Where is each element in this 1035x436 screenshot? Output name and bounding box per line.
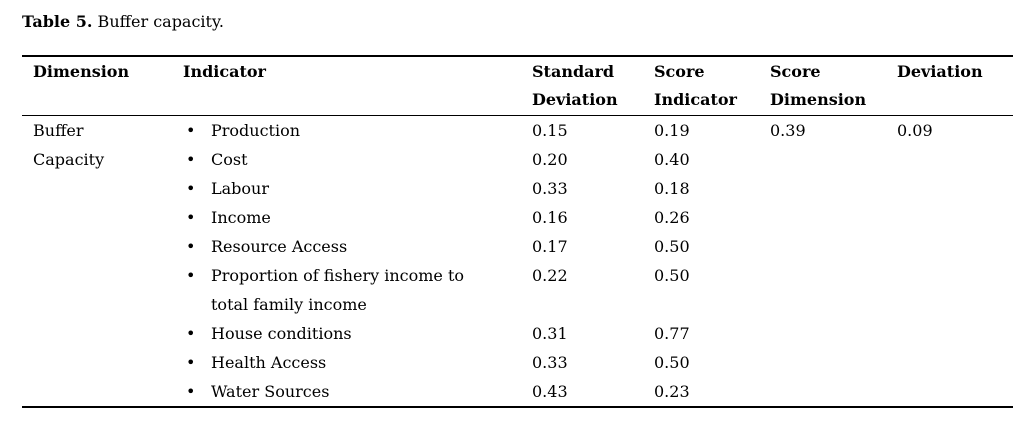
indicator-cell: • House conditions bbox=[182, 319, 530, 348]
score-dimension-cell: 0.39 bbox=[770, 121, 806, 140]
col-header-deviation: Deviation bbox=[895, 56, 1013, 116]
table-row: Buffer Capacity • Production 0.15 0.19 0.… bbox=[22, 116, 1013, 169]
score-indicator-cell: 0.50 bbox=[654, 237, 690, 256]
table-row: • Proportion of fishery income to total f… bbox=[22, 261, 1013, 319]
score-dimension-cell bbox=[768, 261, 895, 319]
indicator-cell: • Cost bbox=[182, 145, 530, 174]
table-caption: Table 5. Buffer capacity. bbox=[22, 11, 224, 33]
score-dimension-cell bbox=[768, 203, 895, 232]
indicator-label: Income bbox=[211, 208, 271, 227]
score-indicator-cell: 0.40 bbox=[654, 150, 690, 169]
score-indicator-cell: 0.50 bbox=[654, 266, 690, 285]
standard-deviation-cell: 0.17 bbox=[532, 237, 568, 256]
col-header-score-indicator: Score Indicator bbox=[652, 56, 768, 116]
indicator-label: Health Access bbox=[211, 353, 327, 372]
score-indicator-cell: 0.26 bbox=[654, 208, 690, 227]
deviation-cell bbox=[895, 145, 1013, 174]
deviation-cell bbox=[895, 174, 1013, 203]
score-dimension-cell bbox=[768, 232, 895, 261]
indicator-cell: • Water Sources bbox=[182, 377, 530, 407]
indicator-cell: • Proportion of fishery income to total f… bbox=[182, 261, 530, 319]
standard-deviation-cell: 0.15 bbox=[532, 121, 568, 140]
score-dimension-cell bbox=[768, 348, 895, 377]
standard-deviation-cell: 0.22 bbox=[532, 266, 568, 285]
deviation-cell bbox=[895, 232, 1013, 261]
table-row: • Cost 0.20 0.40 bbox=[22, 145, 1013, 174]
bullet-icon: • bbox=[186, 179, 196, 198]
table-header: Dimension Indicator Standard Deviation S… bbox=[22, 56, 1013, 116]
bullet-icon: • bbox=[186, 237, 196, 256]
col-header-score-dimension: Score Dimension bbox=[768, 56, 895, 116]
table-body: Buffer Capacity • Production 0.15 0.19 0.… bbox=[22, 116, 1013, 408]
bullet-icon: • bbox=[186, 382, 196, 401]
table-row: • Water Sources 0.43 0.23 bbox=[22, 377, 1013, 407]
table-row: • House conditions 0.31 0.77 bbox=[22, 319, 1013, 348]
table-caption-text: Buffer capacity. bbox=[92, 12, 224, 31]
buffer-capacity-table: Dimension Indicator Standard Deviation S… bbox=[22, 55, 1013, 408]
indicator-label: Cost bbox=[211, 150, 248, 169]
deviation-cell bbox=[895, 319, 1013, 348]
score-indicator-cell: 0.50 bbox=[654, 353, 690, 372]
dimension-value: Buffer Capacity bbox=[33, 121, 105, 169]
col-header-standard-deviation: Standard Deviation bbox=[530, 56, 652, 116]
indicator-cell: • Income bbox=[182, 203, 530, 232]
standard-deviation-cell: 0.33 bbox=[532, 353, 568, 372]
indicator-cell: • Production bbox=[182, 116, 530, 146]
bullet-icon: • bbox=[186, 121, 196, 140]
bullet-icon: • bbox=[186, 353, 196, 372]
indicator-label: Labour bbox=[211, 179, 269, 198]
indicator-label: House conditions bbox=[211, 324, 352, 343]
bullet-icon: • bbox=[186, 208, 196, 227]
score-dimension-cell bbox=[768, 319, 895, 348]
deviation-cell bbox=[895, 203, 1013, 232]
score-dimension-cell bbox=[768, 145, 895, 174]
table-row: • Resource Access 0.17 0.50 bbox=[22, 232, 1013, 261]
table-row: • Labour 0.33 0.18 bbox=[22, 174, 1013, 203]
bullet-icon: • bbox=[186, 324, 196, 343]
indicator-cell: • Resource Access bbox=[182, 232, 530, 261]
header-row: Dimension Indicator Standard Deviation S… bbox=[22, 56, 1013, 116]
standard-deviation-cell: 0.43 bbox=[532, 382, 568, 401]
bullet-icon: • bbox=[186, 150, 196, 169]
standard-deviation-cell: 0.31 bbox=[532, 324, 568, 343]
bullet-icon: • bbox=[186, 266, 196, 285]
indicator-label: Proportion of fishery income to total fa… bbox=[211, 266, 465, 314]
col-header-indicator: Indicator bbox=[182, 56, 530, 116]
indicator-label: Water Sources bbox=[211, 382, 330, 401]
deviation-cell bbox=[895, 261, 1013, 319]
deviation-cell: 0.09 bbox=[897, 121, 933, 140]
indicator-cell: • Health Access bbox=[182, 348, 530, 377]
score-indicator-cell: 0.77 bbox=[654, 324, 690, 343]
standard-deviation-cell: 0.20 bbox=[532, 150, 568, 169]
standard-deviation-cell: 0.33 bbox=[532, 179, 568, 198]
col-header-dimension: Dimension bbox=[22, 56, 182, 116]
table-row: • Income 0.16 0.26 bbox=[22, 203, 1013, 232]
indicator-cell: • Labour bbox=[182, 174, 530, 203]
deviation-cell bbox=[895, 348, 1013, 377]
score-indicator-cell: 0.23 bbox=[654, 382, 690, 401]
score-dimension-cell bbox=[768, 377, 895, 407]
table-caption-label: Table 5. bbox=[22, 12, 93, 31]
standard-deviation-cell: 0.16 bbox=[532, 208, 568, 227]
table-row: • Health Access 0.33 0.50 bbox=[22, 348, 1013, 377]
deviation-cell bbox=[895, 377, 1013, 407]
score-indicator-cell: 0.19 bbox=[654, 121, 690, 140]
indicator-label: Production bbox=[211, 121, 301, 140]
score-indicator-cell: 0.18 bbox=[654, 179, 690, 198]
score-dimension-cell bbox=[768, 174, 895, 203]
indicator-label: Resource Access bbox=[211, 237, 348, 256]
dimension-cell: Buffer Capacity bbox=[22, 116, 182, 408]
